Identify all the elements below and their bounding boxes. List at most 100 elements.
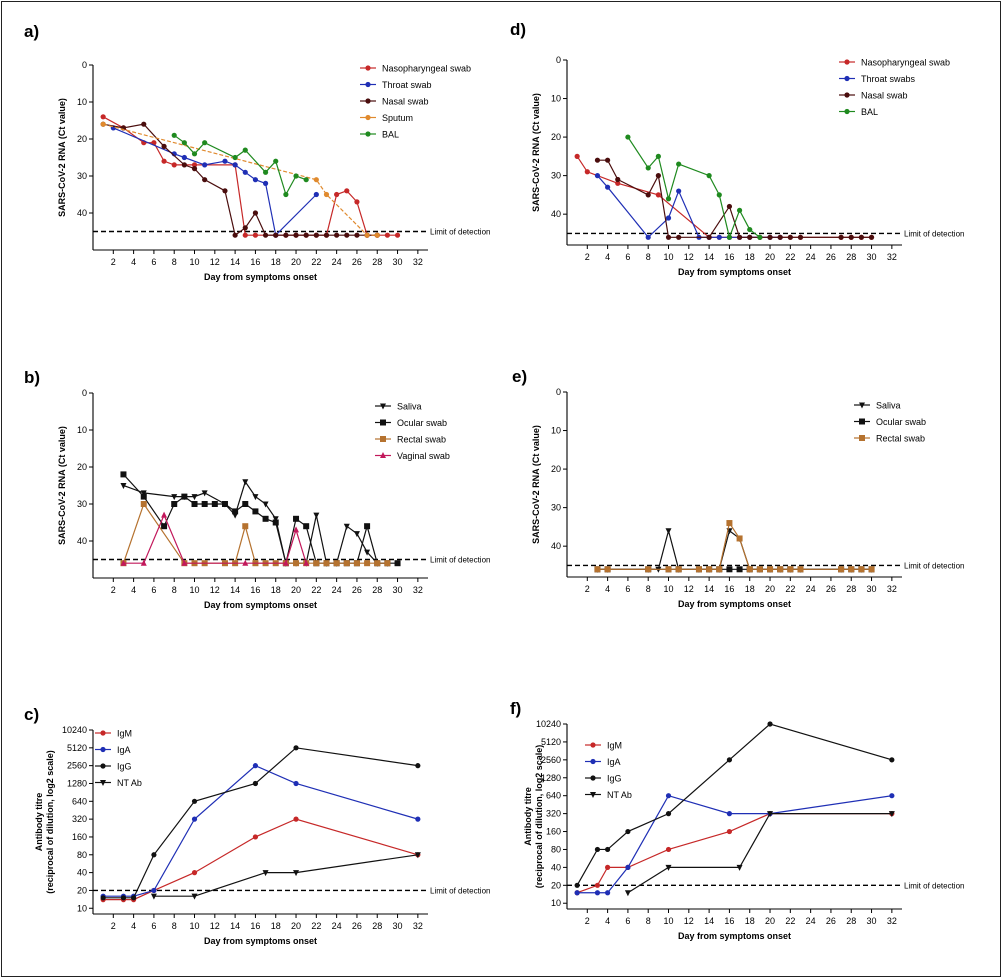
y-axis-label: Antibody titre (523, 787, 533, 846)
x-tick-label: 26 (826, 252, 836, 262)
data-point (262, 232, 269, 238)
data-point (655, 173, 661, 179)
y-tick-label: 320 (546, 809, 561, 819)
limit-of-detection-label: Limit of detection (430, 228, 490, 237)
y-tick-label: 10240 (536, 719, 561, 729)
data-point (120, 559, 127, 566)
y-tick-label: 1280 (67, 778, 87, 788)
y-axis-label: SARS-CoV-2 RNA (Ct value) (531, 93, 541, 212)
y-tick-label: 10 (551, 898, 561, 908)
x-tick-label: 22 (785, 252, 795, 262)
series-line (123, 480, 388, 564)
x-tick-label: 18 (745, 252, 755, 262)
legend-marker (380, 452, 386, 458)
x-tick-label: 28 (846, 916, 856, 926)
data-point (293, 526, 300, 533)
data-point (736, 864, 743, 871)
legend-marker (859, 418, 865, 425)
x-tick-label: 22 (785, 916, 795, 926)
series-bal (625, 134, 763, 240)
legend-label: IgG (607, 774, 622, 784)
x-tick-label: 24 (332, 257, 342, 267)
data-point (665, 215, 672, 221)
x-tick-label: 8 (646, 584, 651, 594)
data-point (364, 560, 371, 567)
x-axis-label: Day from symptoms onset (204, 600, 317, 610)
x-tick-label: 8 (646, 252, 651, 262)
y-tick-label: 10240 (62, 725, 87, 735)
y-tick-label: 40 (77, 868, 87, 878)
data-point (594, 890, 601, 896)
data-point (594, 173, 601, 179)
legend-entry: Nasal swab (360, 97, 429, 107)
data-point (262, 501, 269, 508)
data-point (293, 560, 300, 567)
data-point (151, 887, 157, 894)
data-point (161, 523, 168, 530)
data-point (141, 121, 147, 127)
y-tick-label: 2560 (541, 755, 561, 765)
data-point (726, 566, 733, 573)
data-point (262, 180, 269, 186)
y-axis-label: (reciprocal of dilution, log2 scale) (45, 750, 55, 894)
data-point (756, 566, 763, 573)
x-tick-label: 2 (111, 257, 116, 267)
data-point (293, 780, 299, 787)
y-tick-label: 640 (546, 791, 561, 801)
data-point (374, 232, 380, 238)
data-point (140, 559, 147, 566)
x-tick-label: 2 (585, 584, 590, 594)
legend-label: Vaginal swab (397, 451, 450, 461)
data-point (665, 196, 672, 202)
data-point (272, 516, 279, 523)
y-tick-label: 10 (551, 94, 561, 104)
legend-marker (590, 742, 596, 748)
x-tick-label: 14 (230, 585, 240, 595)
data-point (665, 864, 672, 871)
data-point (746, 566, 753, 573)
x-tick-label: 32 (413, 585, 423, 595)
data-point (605, 184, 611, 190)
y-tick-label: 20 (77, 885, 87, 895)
y-tick-label: 20 (551, 464, 561, 474)
x-tick-label: 32 (887, 916, 897, 926)
data-point (201, 501, 208, 507)
x-tick-label: 18 (271, 921, 281, 931)
data-point (191, 870, 198, 876)
limit-of-detection-label: Limit of detection (430, 556, 490, 565)
y-tick-label: 80 (551, 844, 561, 854)
data-point (242, 559, 249, 566)
data-point (665, 528, 672, 535)
legend-entry: Saliva (854, 401, 901, 411)
data-point (364, 232, 370, 238)
x-tick-label: 2 (585, 916, 590, 926)
legend-label: NT Ab (117, 778, 142, 788)
data-point (364, 523, 371, 530)
legend-label: IgA (117, 745, 131, 755)
series-line (627, 813, 892, 894)
x-tick-label: 2 (585, 252, 590, 262)
x-tick-label: 2 (111, 585, 116, 595)
legend-label: IgM (117, 729, 132, 739)
y-tick-label: 30 (77, 171, 87, 181)
legend-entry: Rectal swab (375, 435, 446, 445)
data-point (232, 508, 239, 515)
y-tick-label: 320 (72, 814, 87, 824)
data-point (726, 828, 733, 835)
legend-entry: IgA (585, 757, 621, 767)
series-line (597, 159, 872, 238)
legend-label: Nasopharyngeal swab (382, 64, 471, 74)
data-point (726, 203, 733, 210)
data-point (323, 560, 330, 567)
x-tick-label: 26 (352, 257, 362, 267)
legend-marker (859, 402, 865, 409)
data-point (767, 721, 773, 727)
data-point (221, 501, 228, 507)
legend-marker (590, 792, 596, 798)
y-tick-label: 1280 (541, 773, 561, 783)
legend-label: Saliva (876, 401, 901, 411)
legend-marker (100, 746, 106, 753)
y-tick-label: 30 (551, 171, 561, 181)
y-tick-label: 30 (77, 499, 87, 509)
series-throat-swabs (594, 173, 783, 240)
